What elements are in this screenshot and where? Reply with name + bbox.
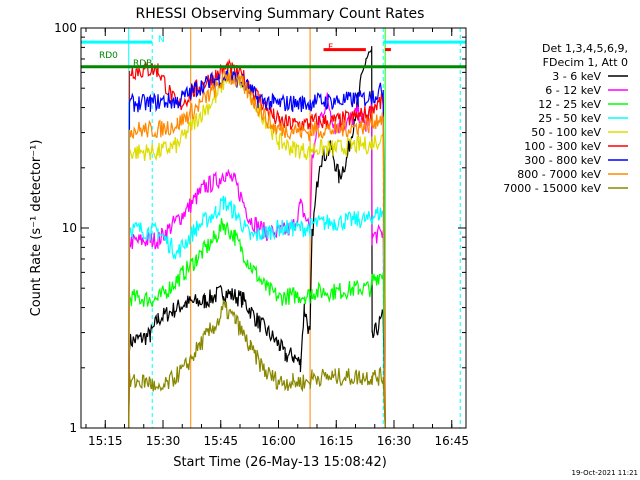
series-line-8	[128, 300, 386, 429]
y-tick-label-2: 100	[54, 21, 77, 35]
annotation-label-2: RD0	[99, 51, 118, 61]
annotation-label-1: F	[328, 43, 333, 53]
timestamp: 19-Oct-2021 11:21	[572, 469, 638, 477]
legend-label-6: 300 - 800 keV	[524, 154, 601, 167]
legend-label-2: 12 - 25 keV	[538, 98, 601, 111]
legend-header-1: FDecim 1, Att 0	[543, 56, 628, 69]
legend-label-8: 7000 - 15000 keV	[503, 182, 601, 195]
axes: 1 10 100 15:15 15:30 15:45 16:00 16:15 16:30 16:4…	[54, 21, 469, 448]
y-tick-label-0: 1	[69, 421, 77, 435]
legend-label-3: 25 - 50 keV	[538, 112, 601, 125]
x-tick-label-3: 16:00	[261, 434, 296, 448]
legend-label-5: 100 - 300 keV	[524, 140, 601, 153]
annotation-label-0: N	[158, 35, 165, 45]
series-lines	[128, 46, 386, 429]
legend: Det 1,3,4,5,6,9,FDecim 1, Att 03 - 6 keV…	[503, 42, 628, 195]
series-line-6	[128, 70, 386, 429]
legend-label-1: 6 - 12 keV	[545, 84, 601, 97]
legend-label-7: 800 - 7000 keV	[517, 168, 601, 181]
x-axis-label: Start Time (26-May-13 15:08:42)	[173, 455, 387, 470]
annotation-label-3: RDB	[133, 59, 152, 69]
x-tick-label-2: 15:45	[203, 434, 238, 448]
x-tick-label-5: 16:30	[377, 434, 412, 448]
x-tick-label-4: 16:15	[319, 434, 354, 448]
annotations: N F RD0 RDB	[81, 35, 466, 69]
series-line-0	[128, 46, 386, 429]
series-line-7	[128, 68, 386, 429]
y-axis-label: Count Rate (s⁻¹ detector⁻¹)	[29, 140, 44, 317]
series-line-3	[128, 195, 386, 429]
legend-label-0: 3 - 6 keV	[552, 70, 601, 83]
legend-label-4: 50 - 100 keV	[531, 126, 601, 139]
x-tick-label-6: 16:45	[434, 434, 469, 448]
series-line-2	[128, 218, 386, 429]
y-tick-label-1: 10	[62, 221, 77, 235]
x-tick-label-1: 15:30	[146, 434, 181, 448]
chart-title: RHESSI Observing Summary Count Rates	[136, 6, 425, 22]
x-tick-label-0: 15:15	[88, 434, 123, 448]
legend-header-0: Det 1,3,4,5,6,9,	[542, 42, 628, 55]
series-line-5	[128, 58, 386, 429]
